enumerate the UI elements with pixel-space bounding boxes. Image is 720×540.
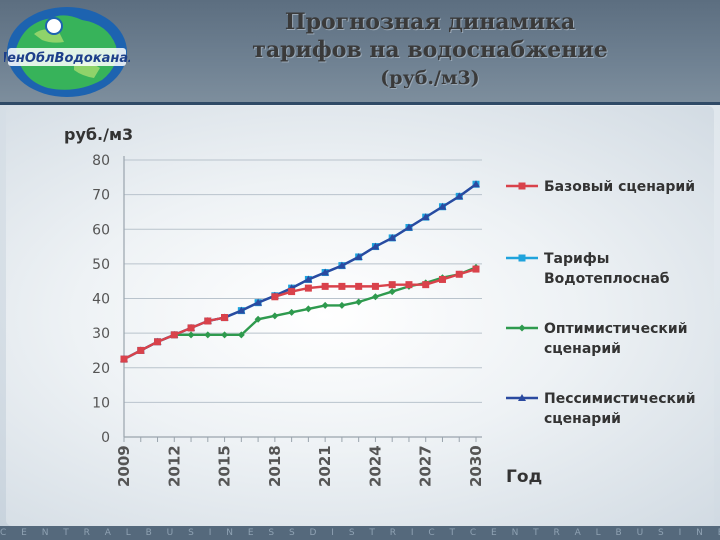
y-tick-label: 80 — [92, 153, 110, 169]
data-point-pessim — [321, 268, 330, 276]
data-point-base — [422, 281, 430, 289]
data-point-base — [388, 281, 396, 289]
series-base — [221, 265, 480, 322]
series-layer — [120, 180, 480, 363]
data-point-optim — [321, 301, 329, 309]
x-tick-label: 2030 — [467, 445, 485, 487]
x-tick-label: 2024 — [366, 445, 384, 487]
y-tick-label: 60 — [92, 222, 110, 238]
data-point-pessim — [388, 233, 397, 241]
data-point-pessim — [472, 180, 480, 188]
data-point-optim — [237, 331, 245, 339]
title-line-3: (руб./м3) — [380, 67, 480, 89]
data-point-base — [455, 270, 463, 278]
y-tick-label: 40 — [92, 292, 110, 308]
legend-item-vodotepl: Тарифы Водотеплоснаб — [506, 251, 670, 287]
data-point-optim — [254, 315, 262, 323]
series-base — [120, 314, 229, 363]
footer-strip: C E N T R A L B U S I N E S S D I S T R … — [0, 526, 720, 540]
page-title: Прогнозная динамика тарифов на водоснабж… — [140, 8, 720, 92]
legend-swatch-marker — [518, 324, 526, 332]
data-point-base — [472, 265, 480, 273]
data-point-pessim — [371, 242, 380, 250]
company-logo: ЛенОблВодоканал — [0, 4, 138, 100]
legend-label: Базовый сценарий — [544, 179, 695, 195]
x-tick-label: 2012 — [165, 445, 183, 487]
data-point-base — [438, 275, 446, 283]
legend-label: сценарий — [544, 341, 621, 357]
legend-label: Пессимистический — [544, 391, 696, 407]
series-optim — [120, 263, 480, 363]
legend-label: Тарифы — [544, 251, 609, 267]
y-tick-label: 20 — [92, 361, 110, 377]
data-point-base — [321, 282, 329, 290]
legend-label: Оптимистический — [544, 321, 688, 337]
x-tick-label: 2015 — [216, 445, 234, 487]
data-point-base — [355, 282, 363, 290]
data-point-base — [221, 314, 229, 322]
data-point-optim — [288, 308, 296, 316]
data-point-base — [405, 281, 413, 289]
title-line-2: тарифов на водоснабжение — [252, 37, 608, 63]
data-point-optim — [371, 293, 379, 301]
data-point-pessim — [455, 192, 464, 200]
data-point-pessim — [237, 306, 246, 314]
grid-layer — [124, 159, 482, 403]
data-point-optim — [187, 331, 195, 339]
y-axis-title: руб./м3 — [64, 125, 133, 144]
data-point-base — [204, 317, 212, 325]
data-point-optim — [388, 288, 396, 296]
x-tick-label: 2027 — [417, 445, 435, 487]
header-bar: ЛенОблВодоканал Прогнозная динамика тари… — [0, 0, 720, 105]
legend-item-optim: Оптимистический сценарий — [506, 321, 688, 357]
y-tick-label: 30 — [92, 326, 110, 342]
data-point-optim — [304, 305, 312, 313]
data-point-pessim — [254, 298, 263, 306]
data-point-optim — [271, 312, 279, 320]
data-point-pessim — [337, 261, 346, 269]
legend-label: Водотеплоснаб — [544, 271, 670, 287]
data-point-optim — [204, 331, 212, 339]
series-line-optim — [123, 266, 477, 361]
y-tick-label: 10 — [92, 395, 110, 411]
y-tick-label: 50 — [92, 257, 110, 273]
data-point-pessim — [354, 252, 363, 260]
logo-text: ЛенОблВодоканал — [4, 51, 130, 66]
data-point-optim — [355, 298, 363, 306]
data-point-base — [137, 346, 145, 354]
data-point-base — [187, 324, 195, 332]
title-line-1: Прогнозная динамика — [284, 9, 576, 35]
data-point-pessim — [438, 202, 447, 210]
data-point-base — [120, 355, 128, 363]
x-axis-title: Год — [506, 467, 542, 487]
legend-label: сценарий — [544, 411, 621, 427]
data-point-base — [288, 288, 296, 296]
legend-item-base: Базовый сценарий — [506, 179, 695, 195]
data-point-base — [154, 338, 162, 346]
legend-swatch-marker — [518, 182, 526, 190]
y-tick-label: 70 — [92, 188, 110, 204]
legend-item-pessim: Пессимистический сценарий — [506, 391, 696, 427]
x-tick-label: 2021 — [316, 445, 334, 487]
data-point-pessim — [421, 213, 430, 221]
data-point-pessim — [404, 223, 413, 231]
data-point-base — [371, 282, 379, 290]
legend-swatch-marker — [518, 394, 526, 401]
chart-panel: 0 10 20 30 40 50 60 70 80 2009 2012 2015 2018 2021 202… — [6, 106, 714, 526]
x-tick-label: 2018 — [266, 445, 284, 487]
data-point-base — [271, 293, 279, 301]
data-point-pessim — [304, 275, 313, 283]
data-point-base — [170, 331, 178, 339]
legend-layer: Базовый сценарий Тарифы Водотеплоснаб Оптим… — [506, 179, 696, 427]
data-point-optim — [338, 301, 346, 309]
legend-swatch-marker — [518, 254, 526, 262]
y-tick-label: 0 — [101, 430, 110, 446]
data-point-base — [338, 282, 346, 290]
data-point-optim — [221, 331, 229, 339]
data-point-base — [304, 284, 312, 292]
x-tick-label: 2009 — [115, 445, 133, 487]
